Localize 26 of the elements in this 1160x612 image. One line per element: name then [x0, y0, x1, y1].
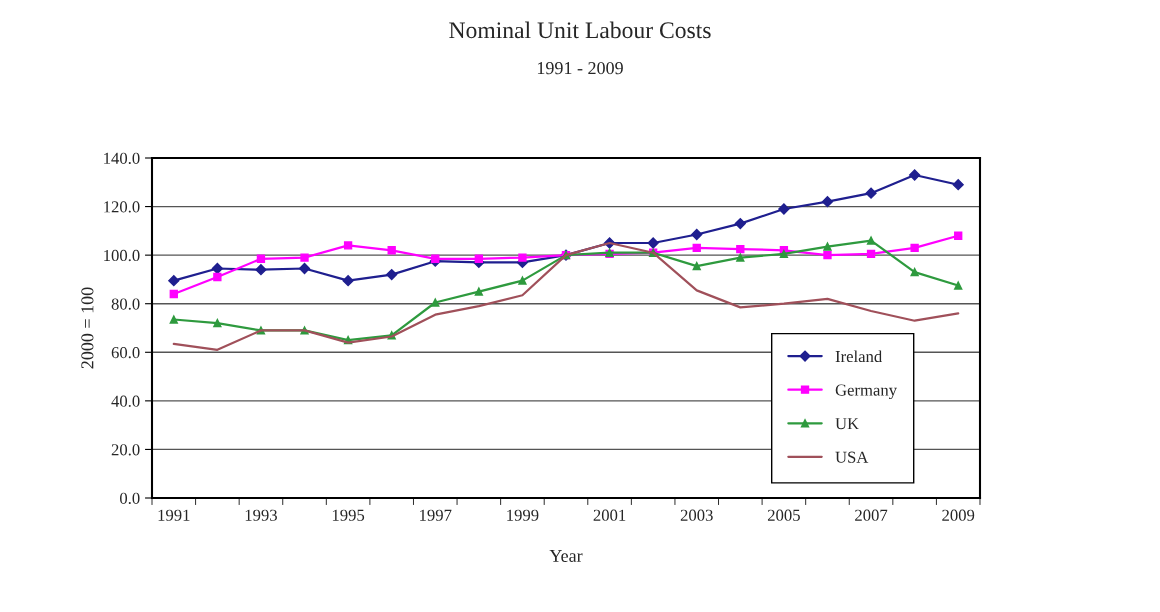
x-tick-label: 1993	[245, 509, 277, 521]
x-tick-label: 1995	[332, 509, 365, 521]
y-tick-label: 140.0	[104, 152, 140, 165]
legend-label: Germany	[835, 384, 897, 400]
y-tick-label: 40.0	[111, 395, 140, 407]
x-tick-label: 1991	[158, 509, 190, 521]
x-tick-label: 1999	[507, 509, 539, 521]
chart-title: Nominal Unit Labour Costs	[449, 21, 711, 39]
legend-label: Ireland	[835, 350, 883, 363]
y-axis-title: 2000 = 100	[81, 287, 94, 369]
x-tick-label: 2003	[680, 509, 713, 521]
y-tick-label: 0.0	[120, 492, 140, 505]
x-tick-label: 2009	[942, 509, 975, 521]
y-tick-label: 120.0	[104, 201, 140, 213]
x-tick-label: 1997	[420, 509, 452, 521]
y-tick-label: 80.0	[111, 298, 140, 310]
x-tick-label: 2005	[767, 509, 800, 521]
x-axis-title: Year	[549, 549, 583, 562]
chart-subtitle: 1991 - 2009	[537, 61, 623, 75]
legend-label: USA	[835, 451, 869, 463]
x-tick-label: 2007	[855, 509, 888, 521]
y-tick-label: 60.0	[111, 346, 140, 359]
legend-label: UK	[835, 418, 859, 430]
y-tick-label: 100.0	[104, 249, 140, 262]
x-tick-label: 2001	[593, 509, 626, 521]
y-tick-label: 20.0	[111, 444, 140, 456]
